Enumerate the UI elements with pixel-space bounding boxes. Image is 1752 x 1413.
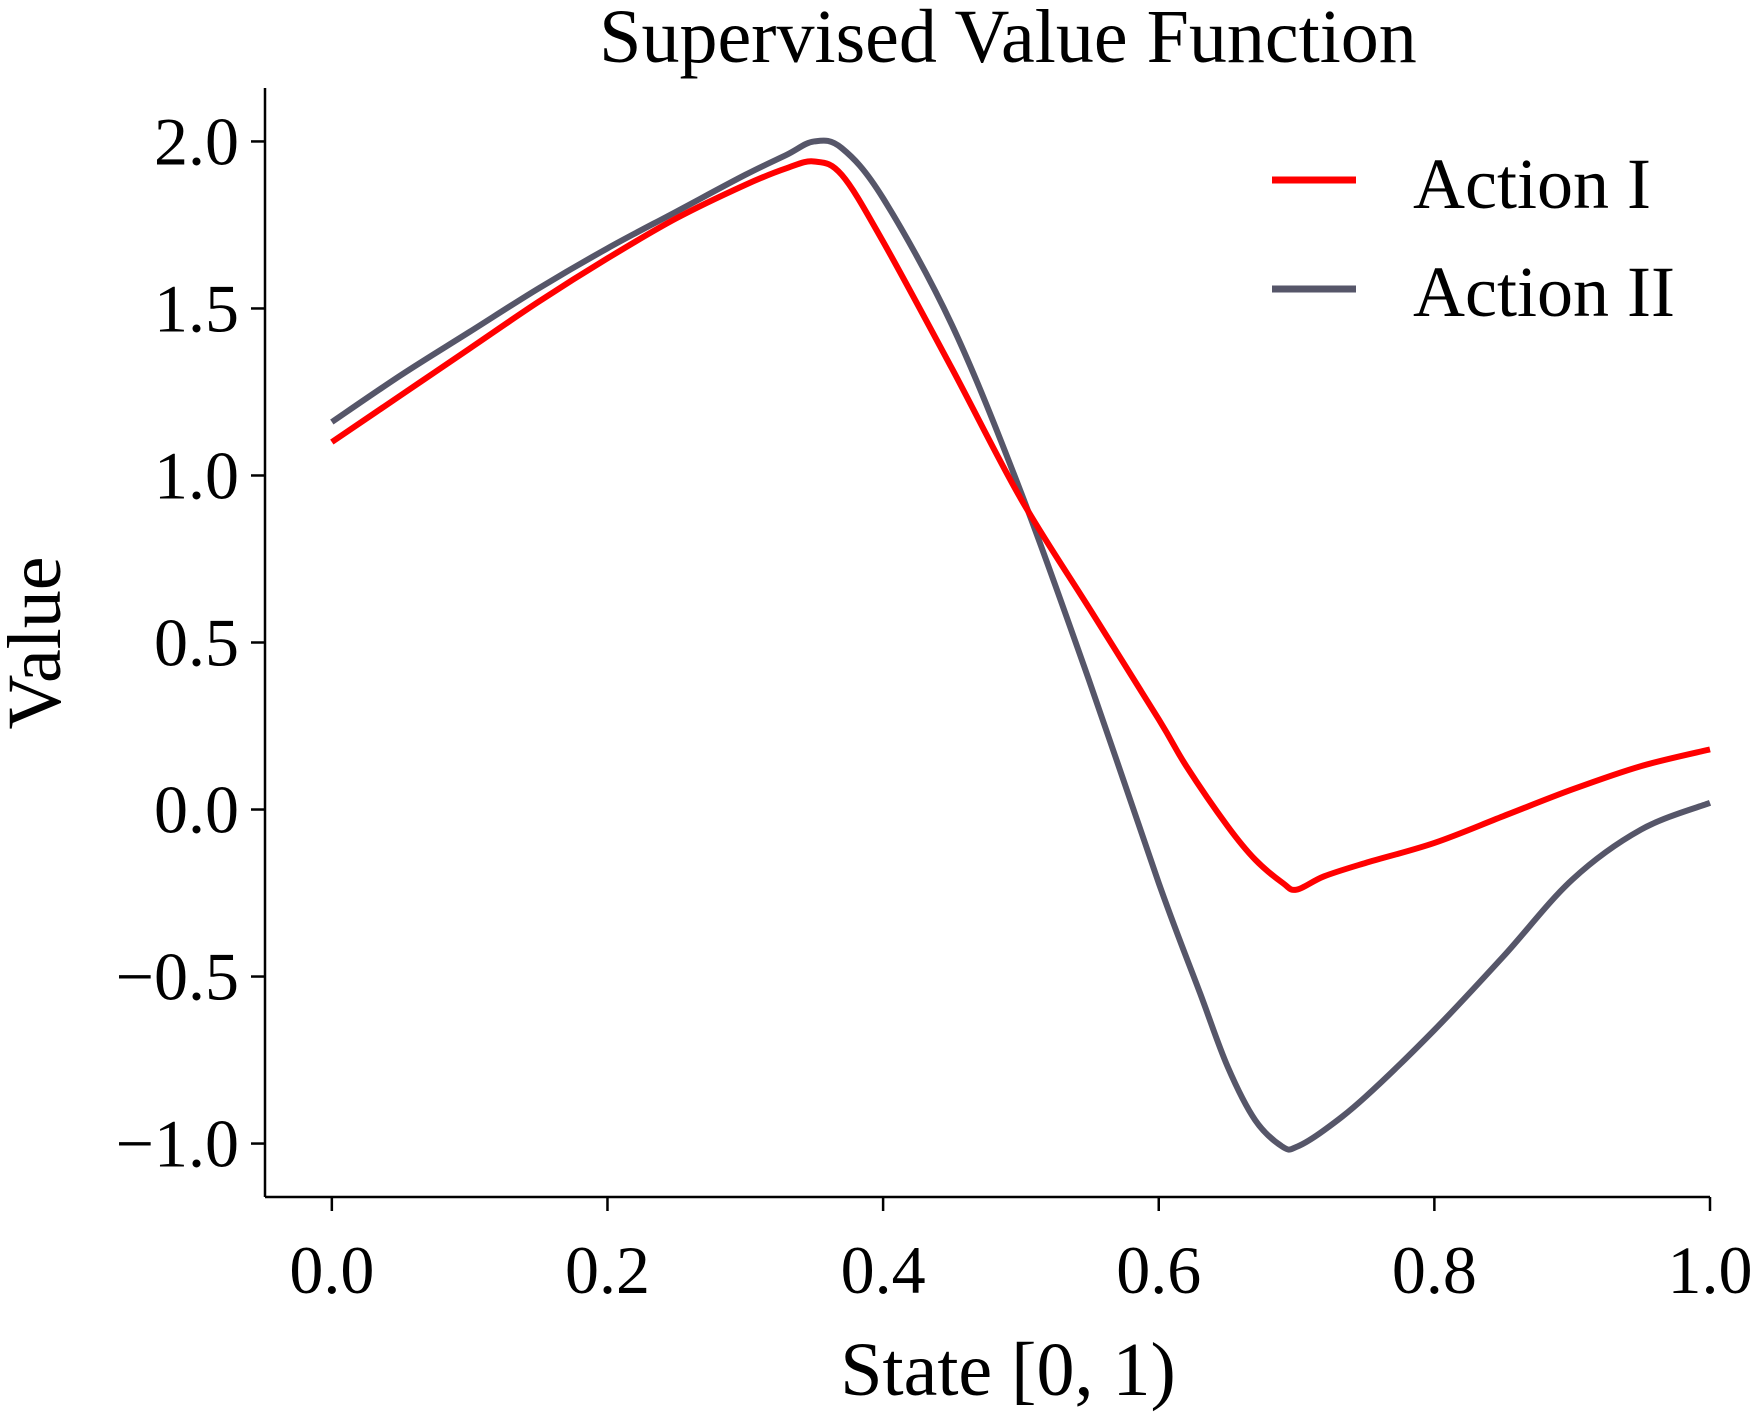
series-line-action-ii — [330, 137, 1712, 1153]
legend-label-action-ii: Action II — [1413, 252, 1675, 332]
x-tick-label: 1.0 — [1668, 1232, 1752, 1308]
series-lines — [330, 137, 1712, 1153]
x-tick-label: 0.4 — [841, 1232, 926, 1308]
y-tick-label: 1.5 — [154, 270, 239, 346]
chart-title: Supervised Value Function — [599, 0, 1417, 79]
y-tick-label: 2.0 — [154, 103, 239, 179]
x-tick-label: 0.8 — [1392, 1232, 1477, 1308]
y-tick-label: 0.5 — [154, 605, 239, 681]
x-tick-label: 0.0 — [289, 1232, 374, 1308]
y-tick-label: −0.5 — [116, 939, 239, 1015]
legend-entry-action-ii: Action II — [1272, 252, 1675, 332]
y-axis-title: Value — [0, 556, 77, 729]
legend-entry-action-i: Action I — [1272, 144, 1651, 224]
legend-label-action-i: Action I — [1413, 144, 1651, 224]
y-tick-label: 1.0 — [154, 437, 239, 513]
x-axis-title: State [0, 1) — [840, 1328, 1176, 1412]
y-tick-label: −1.0 — [116, 1106, 239, 1182]
x-ticks: 0.0 0.2 0.4 0.6 0.8 1.0 — [289, 1197, 1752, 1308]
x-tick-label: 0.6 — [1116, 1232, 1201, 1308]
series-line-action-i — [330, 158, 1711, 893]
x-tick-label: 0.2 — [565, 1232, 650, 1308]
y-tick-label: 0.0 — [154, 772, 239, 848]
y-ticks: −1.0 −0.5 0.0 0.5 1.0 1.5 2.0 — [116, 103, 265, 1182]
legend: Action I Action II — [1272, 144, 1675, 332]
